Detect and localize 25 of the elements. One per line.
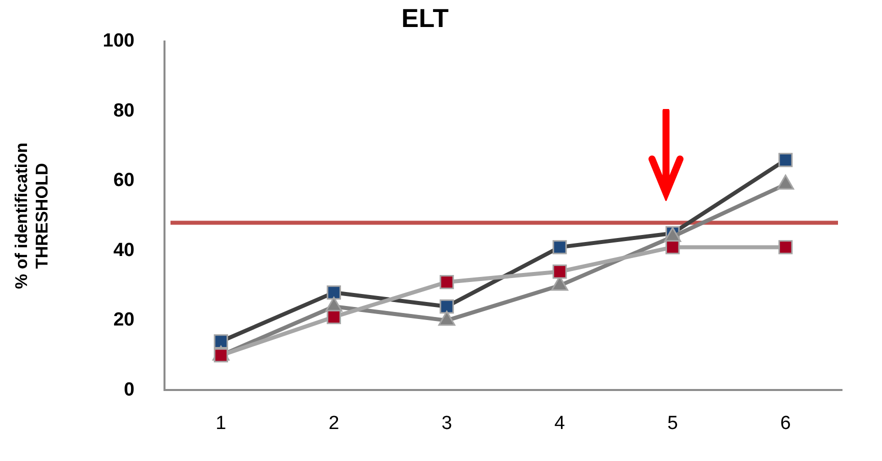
y-axis-title: % of identification THRESHOLD [12, 142, 52, 289]
x-tick-label: 2 [328, 412, 340, 434]
x-tick-label: 1 [216, 412, 226, 434]
x-tick-label: 5 [667, 412, 678, 434]
point [552, 264, 567, 279]
point [214, 348, 228, 362]
y-tick-label: 20 [113, 310, 134, 331]
x-tick-label: 6 [780, 412, 791, 434]
point [440, 299, 454, 314]
point [214, 334, 228, 348]
x-tick-label: 3 [442, 412, 452, 434]
y-tick-label: 100 [102, 30, 134, 52]
y-tick-label: 0 [124, 379, 134, 400]
point [778, 152, 793, 168]
y-tick-label: 60 [113, 170, 134, 192]
point [552, 240, 567, 254]
point [778, 240, 793, 254]
x-tick-label: 4 [554, 412, 566, 434]
point [326, 285, 341, 300]
point [440, 274, 454, 290]
y-tick-label: 80 [113, 100, 134, 122]
chart-title: ELT [401, 2, 449, 33]
y-tick-label: 40 [113, 240, 134, 261]
point [326, 310, 341, 324]
point [666, 240, 680, 254]
